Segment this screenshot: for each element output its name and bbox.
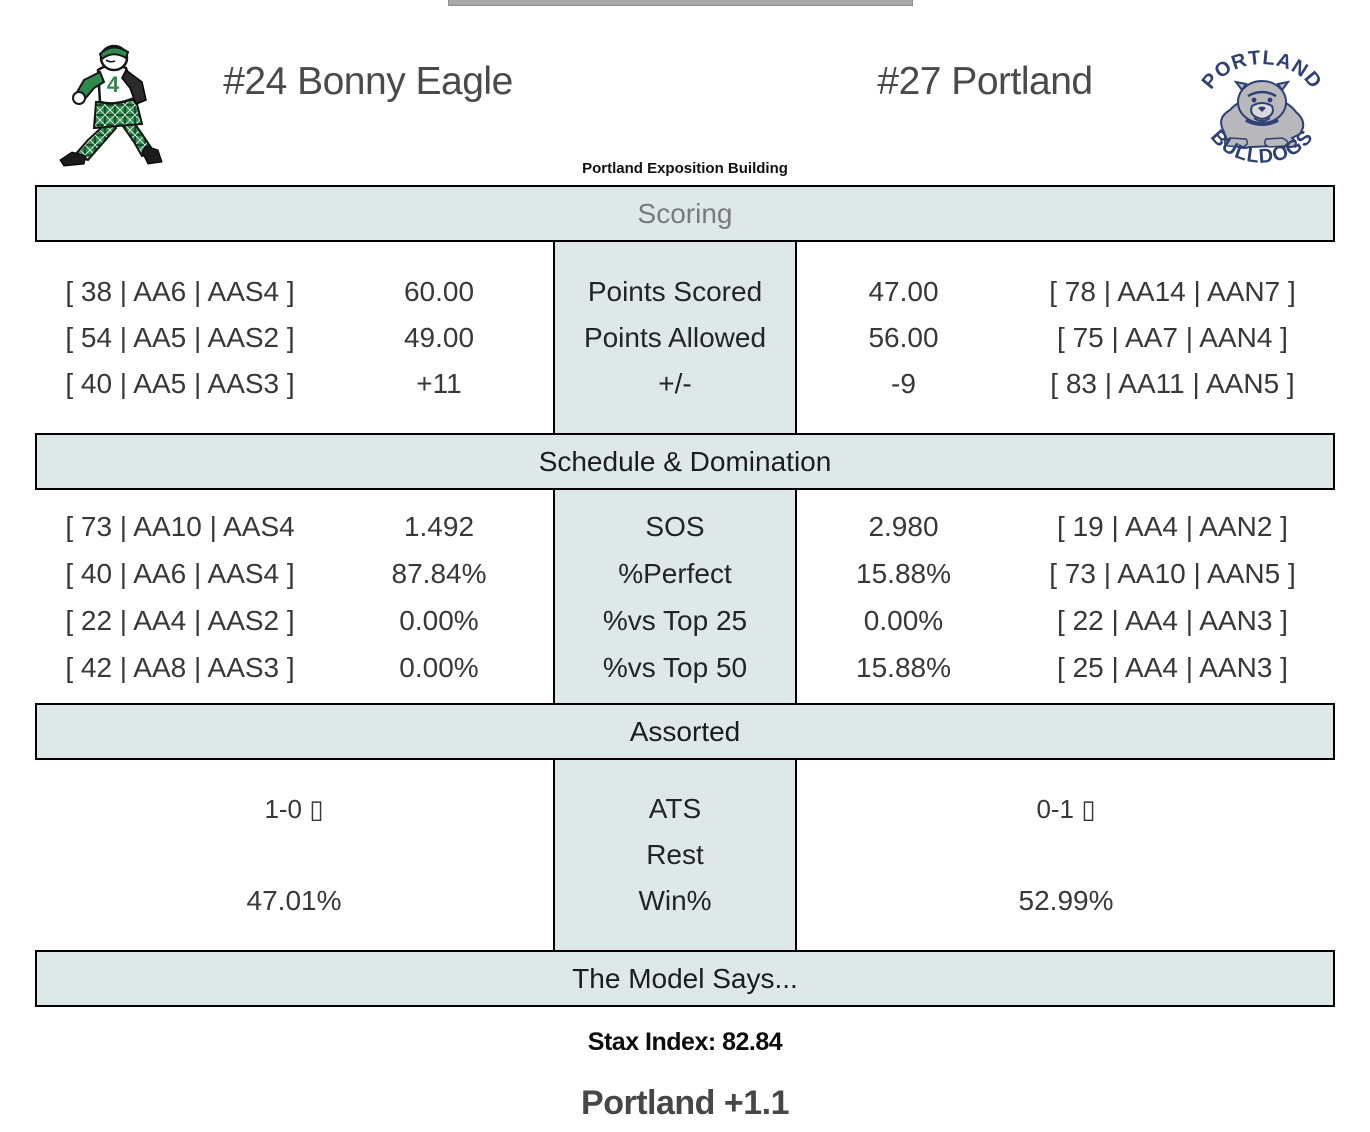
schedule-content: [ 73 | AA10 | AAS4 1.492 SOS 2.980 [ 19 … <box>35 490 1335 703</box>
right-value: 47.00 <box>868 275 939 307</box>
stat-label: Rest <box>646 839 704 870</box>
section-title: Scoring <box>637 197 733 229</box>
right-value: 15.88% <box>856 557 951 589</box>
right-rank-detail: [ 73 | AA10 | AAN5 ] <box>1049 557 1296 589</box>
right-rank-detail: [ 19 | AA4 | AAN2 ] <box>1057 510 1288 542</box>
right-value: 2.980 <box>868 510 939 542</box>
left-value: 0.00% <box>399 651 479 683</box>
stat-label: %Perfect <box>618 557 732 589</box>
left-value: 87.84% <box>391 557 487 589</box>
section-title: Schedule & Domination <box>538 445 832 477</box>
stax-index-text: Stax Index: 82.84 <box>587 1028 783 1056</box>
left-value: 1-0 ▯ <box>264 794 324 824</box>
stat-label: ATS <box>648 793 702 824</box>
right-value: 0-1 ▯ <box>1036 794 1096 824</box>
assorted-content: 1-0 ▯ ATS 0-1 ▯ Rest 47.01% Win% 52.99% <box>35 760 1335 950</box>
section-title: Assorted <box>629 715 741 747</box>
left-value: 47.01% <box>246 885 342 916</box>
scoring-content: [ 38 | AA6 | AAS4 ] 60.00 Points Scored … <box>35 242 1335 433</box>
portland-bulldogs-logo: PORTLAND BULLDOGS <box>1198 47 1325 168</box>
right-rank-detail: [ 78 | AA14 | AAN7 ] <box>1049 275 1296 307</box>
right-value: -9 <box>891 367 916 399</box>
venue-label: Portland Exposition Building <box>582 160 788 177</box>
left-value: +11 <box>416 367 462 399</box>
away-team-title: #24 Bonny Eagle <box>223 60 513 103</box>
left-value: 49.00 <box>403 321 475 353</box>
stats-table: Scoring [ 38 | AA6 | AAS4 ] 60.00 Points… <box>35 185 1335 1007</box>
stat-label: Points Allowed <box>583 321 767 353</box>
right-value <box>797 832 1335 878</box>
left-value: 60.00 <box>403 275 475 307</box>
stat-label: %vs Top 50 <box>602 651 748 683</box>
home-team-title: #27 Portland <box>877 60 1093 103</box>
left-rank-detail: [ 73 | AA10 | AAS4 <box>65 510 295 542</box>
left-rank-detail: [ 22 | AA4 | AAS2 ] <box>65 604 295 636</box>
right-value: 52.99% <box>1018 885 1114 916</box>
left-value: 0.00% <box>399 604 479 636</box>
model-prediction-text: Portland +1.1 <box>581 1084 789 1122</box>
section-header-model: The Model Says... <box>35 950 1335 1007</box>
right-rank-detail: [ 75 | AA7 | AAN4 ] <box>1057 321 1288 353</box>
right-rank-detail: [ 22 | AA4 | AAN3 ] <box>1057 604 1288 636</box>
right-value: 56.00 <box>868 321 939 353</box>
stat-label: +/- <box>658 367 692 399</box>
left-rank-detail: [ 54 | AA5 | AAS2 ] <box>65 321 295 353</box>
left-rank-detail: [ 42 | AA8 | AAS3 ] <box>65 651 295 683</box>
section-header-assorted: Assorted <box>35 703 1335 760</box>
right-rank-detail: [ 83 | AA11 | AAN5 ] <box>1050 367 1295 399</box>
right-rank-detail: [ 25 | AA4 | AAN3 ] <box>1057 651 1288 683</box>
stat-label: Win% <box>638 885 712 916</box>
left-rank-detail: [ 38 | AA6 | AAS4 ] <box>65 275 295 307</box>
left-value <box>35 832 553 878</box>
left-rank-detail: [ 40 | AA6 | AAS4 ] <box>65 557 295 589</box>
jersey-number: 4 <box>107 72 120 97</box>
scrollbar-handle[interactable] <box>448 0 913 6</box>
bonny-eagle-scots-logo: 4 <box>59 44 163 167</box>
section-header-scoring: Scoring <box>35 185 1335 242</box>
stat-label: %vs Top 25 <box>602 604 748 636</box>
section-title: The Model Says... <box>572 962 798 994</box>
right-value: 0.00% <box>863 604 944 636</box>
stat-label: SOS <box>645 510 705 542</box>
right-value: 15.88% <box>856 651 951 683</box>
section-header-schedule: Schedule & Domination <box>35 433 1335 490</box>
left-value: 1.492 <box>403 510 475 542</box>
stat-label: Points Scored <box>587 275 763 307</box>
left-rank-detail: [ 40 | AA5 | AAS3 ] <box>65 367 295 399</box>
